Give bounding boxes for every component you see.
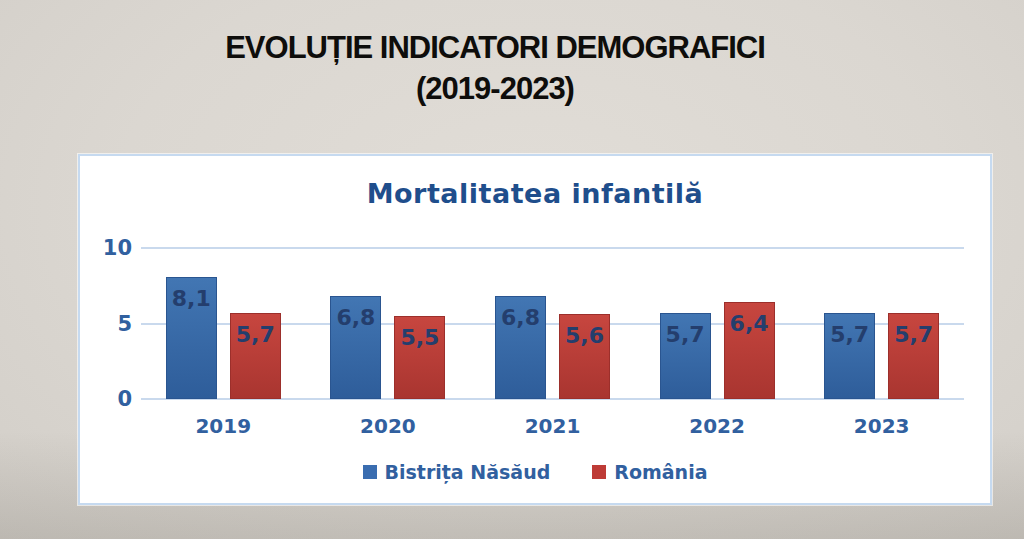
bar-value-label: 5,6 bbox=[560, 315, 609, 348]
x-tick-label-2020: 2020 bbox=[360, 414, 416, 438]
y-tick-label-0: 0 bbox=[80, 387, 132, 411]
bar-2020-românia[interactable]: 5,5 bbox=[394, 316, 445, 399]
bar-value-label: 6,4 bbox=[725, 303, 774, 336]
x-tick-label-2022: 2022 bbox=[689, 414, 745, 438]
bar-value-label: 5,7 bbox=[661, 314, 710, 347]
bar-group-2020: 6,8 5,5 bbox=[330, 248, 445, 399]
bar-2022-bistrița-năsăud[interactable]: 5,7 bbox=[660, 313, 711, 399]
bar-2019-românia[interactable]: 5,7 bbox=[230, 313, 281, 399]
bar-value-label: 6,8 bbox=[331, 297, 380, 330]
y-tick-label-10: 10 bbox=[80, 236, 132, 260]
bar-value-label: 6,8 bbox=[496, 297, 545, 330]
x-axis: 2019 2020 2021 2022 2023 bbox=[141, 414, 964, 438]
bar-2021-românia[interactable]: 5,6 bbox=[559, 314, 610, 399]
bar-value-label: 8,1 bbox=[167, 278, 216, 311]
legend: Bistrița Năsăud România bbox=[80, 461, 990, 483]
legend-swatch-icon bbox=[592, 465, 606, 479]
legend-label: România bbox=[614, 461, 707, 483]
y-tick-label-5: 5 bbox=[80, 312, 132, 336]
x-tick-label-2021: 2021 bbox=[525, 414, 581, 438]
bar-2019-bistrița-năsăud[interactable]: 8,1 bbox=[166, 277, 217, 399]
bar-value-label: 5,7 bbox=[889, 314, 938, 347]
bar-2021-bistrița-năsăud[interactable]: 6,8 bbox=[495, 296, 546, 399]
slide-title-line1: EVOLUȚIE INDICATORI DEMOGRAFICI bbox=[0, 26, 990, 68]
bar-group-2021: 6,8 5,6 bbox=[495, 248, 610, 399]
bar-group-2022: 5,7 6,4 bbox=[660, 248, 775, 399]
legend-label: Bistrița Năsăud bbox=[385, 461, 551, 483]
bar-group-2023: 5,7 5,7 bbox=[824, 248, 939, 399]
y-axis: 0510 bbox=[80, 248, 132, 399]
x-tick-label-2019: 2019 bbox=[195, 414, 251, 438]
bar-2023-românia[interactable]: 5,7 bbox=[888, 313, 939, 399]
bar-group-2019: 8,1 5,7 bbox=[166, 248, 281, 399]
bar-value-label: 5,5 bbox=[395, 317, 444, 350]
legend-item-românia[interactable]: România bbox=[592, 461, 707, 483]
chart-title: Mortalitatea infantilă bbox=[80, 178, 990, 209]
legend-item-bistrița-năsăud[interactable]: Bistrița Năsăud bbox=[363, 461, 551, 483]
plot-area: 8,1 5,7 6,8 5,5 6,8 5,6 5,7 6,4 5,7 5,7 bbox=[141, 248, 964, 399]
slide-title: EVOLUȚIE INDICATORI DEMOGRAFICI (2019-20… bbox=[0, 26, 990, 109]
slide-title-line2: (2019-2023) bbox=[0, 68, 990, 110]
bar-value-label: 5,7 bbox=[231, 314, 280, 347]
legend-swatch-icon bbox=[363, 465, 377, 479]
bar-2023-bistrița-năsăud[interactable]: 5,7 bbox=[824, 313, 875, 399]
chart-panel: Mortalitatea infantilă 0510 8,15,76,85,5… bbox=[78, 154, 992, 505]
bar-value-label: 5,7 bbox=[825, 314, 874, 347]
bar-2022-românia[interactable]: 6,4 bbox=[724, 302, 775, 399]
x-tick-label-2023: 2023 bbox=[854, 414, 910, 438]
bar-2020-bistrița-năsăud[interactable]: 6,8 bbox=[330, 296, 381, 399]
